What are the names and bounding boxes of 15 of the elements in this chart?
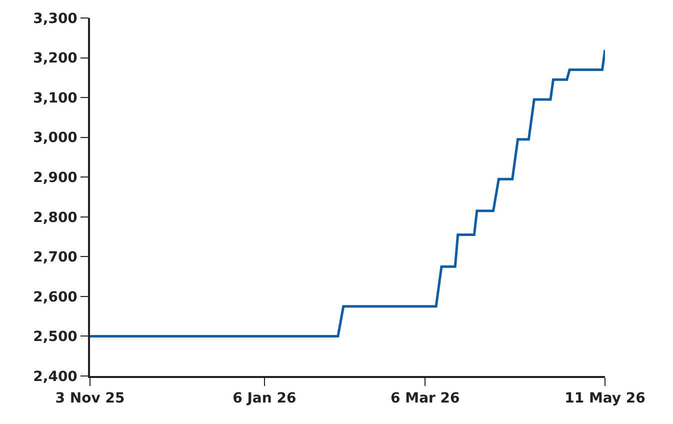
y-tick-label: 2,500 bbox=[33, 329, 78, 346]
y-tick-label: 3,200 bbox=[33, 50, 78, 67]
y-tick-label: 2,900 bbox=[33, 170, 78, 186]
x-tick-label: 3 Nov 25 bbox=[55, 390, 125, 407]
y-tick-label: 3,100 bbox=[33, 90, 78, 106]
line-series bbox=[90, 48, 605, 338]
y-tick-label: 2,400 bbox=[33, 368, 78, 385]
y-tick-label: 2,600 bbox=[33, 289, 78, 306]
y-tick-label: 3,300 bbox=[33, 10, 78, 27]
x-tick-label: 6 Jan 26 bbox=[232, 390, 296, 407]
y-tick-label: 2,700 bbox=[33, 250, 78, 266]
y-tick-label: 2,800 bbox=[33, 210, 78, 226]
x-tick-label: 11 May 26 bbox=[564, 390, 646, 407]
x-tick-label: 6 Mar 26 bbox=[390, 390, 460, 407]
y-tick-label: 3,000 bbox=[33, 130, 78, 146]
